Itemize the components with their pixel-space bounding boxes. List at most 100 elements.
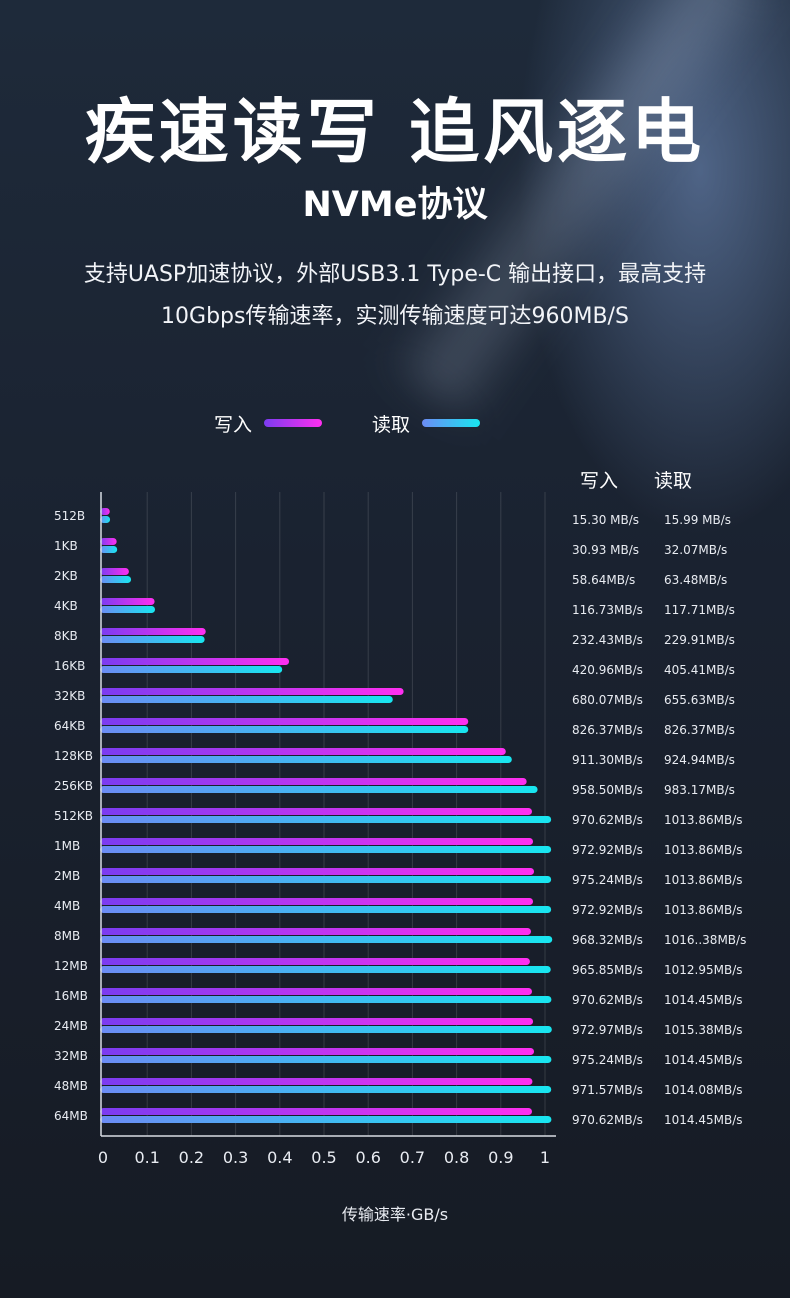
bar-write <box>100 988 533 995</box>
category-label: 24MB <box>54 1019 88 1033</box>
value-label-write: 420.96MB/s <box>572 663 643 677</box>
bar-write <box>100 508 110 515</box>
bar-write <box>100 688 404 695</box>
category-label: 1MB <box>54 839 81 853</box>
category-label: 1KB <box>54 539 78 553</box>
bar-read <box>100 1086 552 1093</box>
column-header-write: 写入 <box>580 470 619 492</box>
bar-write <box>100 928 531 935</box>
bar-write <box>100 958 530 965</box>
description-line-1: 支持UASP加速协议，外部USB3.1 Type-C 输出接口，最高支持 <box>83 262 707 287</box>
bar-read <box>100 816 552 823</box>
category-label: 4KB <box>54 599 78 613</box>
bar-write <box>100 808 533 815</box>
value-label-read: 1014.45MB/s <box>664 1053 743 1067</box>
value-label-read: 229.91MB/s <box>664 633 735 647</box>
bar-read <box>100 756 512 763</box>
category-label: 2KB <box>54 569 78 583</box>
value-label-write: 958.50MB/s <box>572 783 643 797</box>
value-label-write: 975.24MB/s <box>572 873 643 887</box>
category-label: 48MB <box>54 1079 88 1093</box>
category-label: 512KB <box>54 809 94 823</box>
value-label-read: 1016..38MB/s <box>664 933 747 947</box>
bar-write <box>100 538 117 545</box>
bar-write <box>100 658 290 665</box>
bar-read <box>100 786 538 793</box>
x-tick-label: 0.5 <box>311 1148 337 1167</box>
value-label-read: 1015.38MB/s <box>664 1023 743 1037</box>
category-label: 32MB <box>54 1049 88 1063</box>
bar-read <box>100 906 552 913</box>
value-label-write: 15.30 MB/s <box>572 513 640 527</box>
category-label: 16MB <box>54 989 88 1003</box>
value-label-read: 1014.45MB/s <box>664 1113 743 1127</box>
value-label-write: 972.92MB/s <box>572 843 643 857</box>
category-label: 4MB <box>54 899 81 913</box>
value-label-write: 970.62MB/s <box>572 813 643 827</box>
category-label: 128KB <box>54 749 94 763</box>
value-label-write: 970.62MB/s <box>572 993 643 1007</box>
value-label-write: 58.64MB/s <box>572 573 636 587</box>
value-label-read: 1013.86MB/s <box>664 903 743 917</box>
x-tick-label: 0.9 <box>488 1148 514 1167</box>
value-label-read: 1014.08MB/s <box>664 1083 743 1097</box>
value-label-write: 971.57MB/s <box>572 1083 643 1097</box>
bar-read <box>100 666 283 673</box>
value-label-read: 826.37MB/s <box>664 723 735 737</box>
category-label: 512B <box>54 509 86 523</box>
bar-read <box>100 606 156 613</box>
value-label-write: 972.92MB/s <box>572 903 643 917</box>
value-label-read: 983.17MB/s <box>664 783 735 797</box>
bar-write <box>100 1048 535 1055</box>
bar-write <box>100 868 535 875</box>
bar-write <box>100 748 506 755</box>
value-label-read: 32.07MB/s <box>664 543 728 557</box>
value-label-read: 63.48MB/s <box>664 573 728 587</box>
bar-write <box>100 598 155 605</box>
bar-read <box>100 696 393 703</box>
bar-write <box>100 1108 533 1115</box>
value-label-write: 968.32MB/s <box>572 933 643 947</box>
value-label-write: 30.93 MB/s <box>572 543 640 557</box>
value-label-write: 972.97MB/s <box>572 1023 643 1037</box>
category-label: 8KB <box>54 629 78 643</box>
value-label-write: 826.37MB/s <box>572 723 643 737</box>
bar-read <box>100 876 552 883</box>
category-label: 8MB <box>54 929 81 943</box>
bar-read <box>100 726 469 733</box>
value-label-read: 15.99 MB/s <box>664 513 732 527</box>
value-label-write: 911.30MB/s <box>572 753 643 767</box>
x-tick-label: 0.3 <box>222 1148 249 1167</box>
x-tick-label: 0.8 <box>443 1148 470 1167</box>
category-label: 2MB <box>54 869 81 883</box>
category-label: 16KB <box>54 659 86 673</box>
value-label-write: 232.43MB/s <box>572 633 643 647</box>
category-label: 12MB <box>54 959 88 973</box>
bar-write <box>100 1078 533 1085</box>
legend-write-label: 写入 <box>214 413 253 436</box>
bar-read <box>100 996 552 1003</box>
value-label-write: 965.85MB/s <box>572 963 643 977</box>
category-label: 64MB <box>54 1109 88 1123</box>
x-tick-label: 0.7 <box>399 1148 426 1167</box>
bar-read <box>100 1056 552 1063</box>
bar-read <box>100 546 118 553</box>
x-axis-label: 传输速率·GB/s <box>341 1205 449 1224</box>
bar-read <box>100 636 205 643</box>
value-label-read: 405.41MB/s <box>664 663 735 677</box>
bar-read <box>100 936 553 943</box>
legend-write-swatch <box>264 419 323 427</box>
x-tick-label: 0.6 <box>355 1148 381 1167</box>
value-label-read: 1013.86MB/s <box>664 873 743 887</box>
value-label-write: 116.73MB/s <box>572 603 643 617</box>
value-label-read: 1012.95MB/s <box>664 963 743 977</box>
page-title: 疾速读写 追风逐电 <box>84 91 706 173</box>
value-label-read: 1013.86MB/s <box>664 843 743 857</box>
value-label-read: 117.71MB/s <box>664 603 735 617</box>
bar-write <box>100 568 129 575</box>
x-tick-label: 1 <box>539 1148 551 1167</box>
bar-write <box>100 778 527 785</box>
x-tick-label: 0.1 <box>134 1148 160 1167</box>
legend-read-label: 读取 <box>372 413 411 436</box>
value-label-write: 680.07MB/s <box>572 693 643 707</box>
